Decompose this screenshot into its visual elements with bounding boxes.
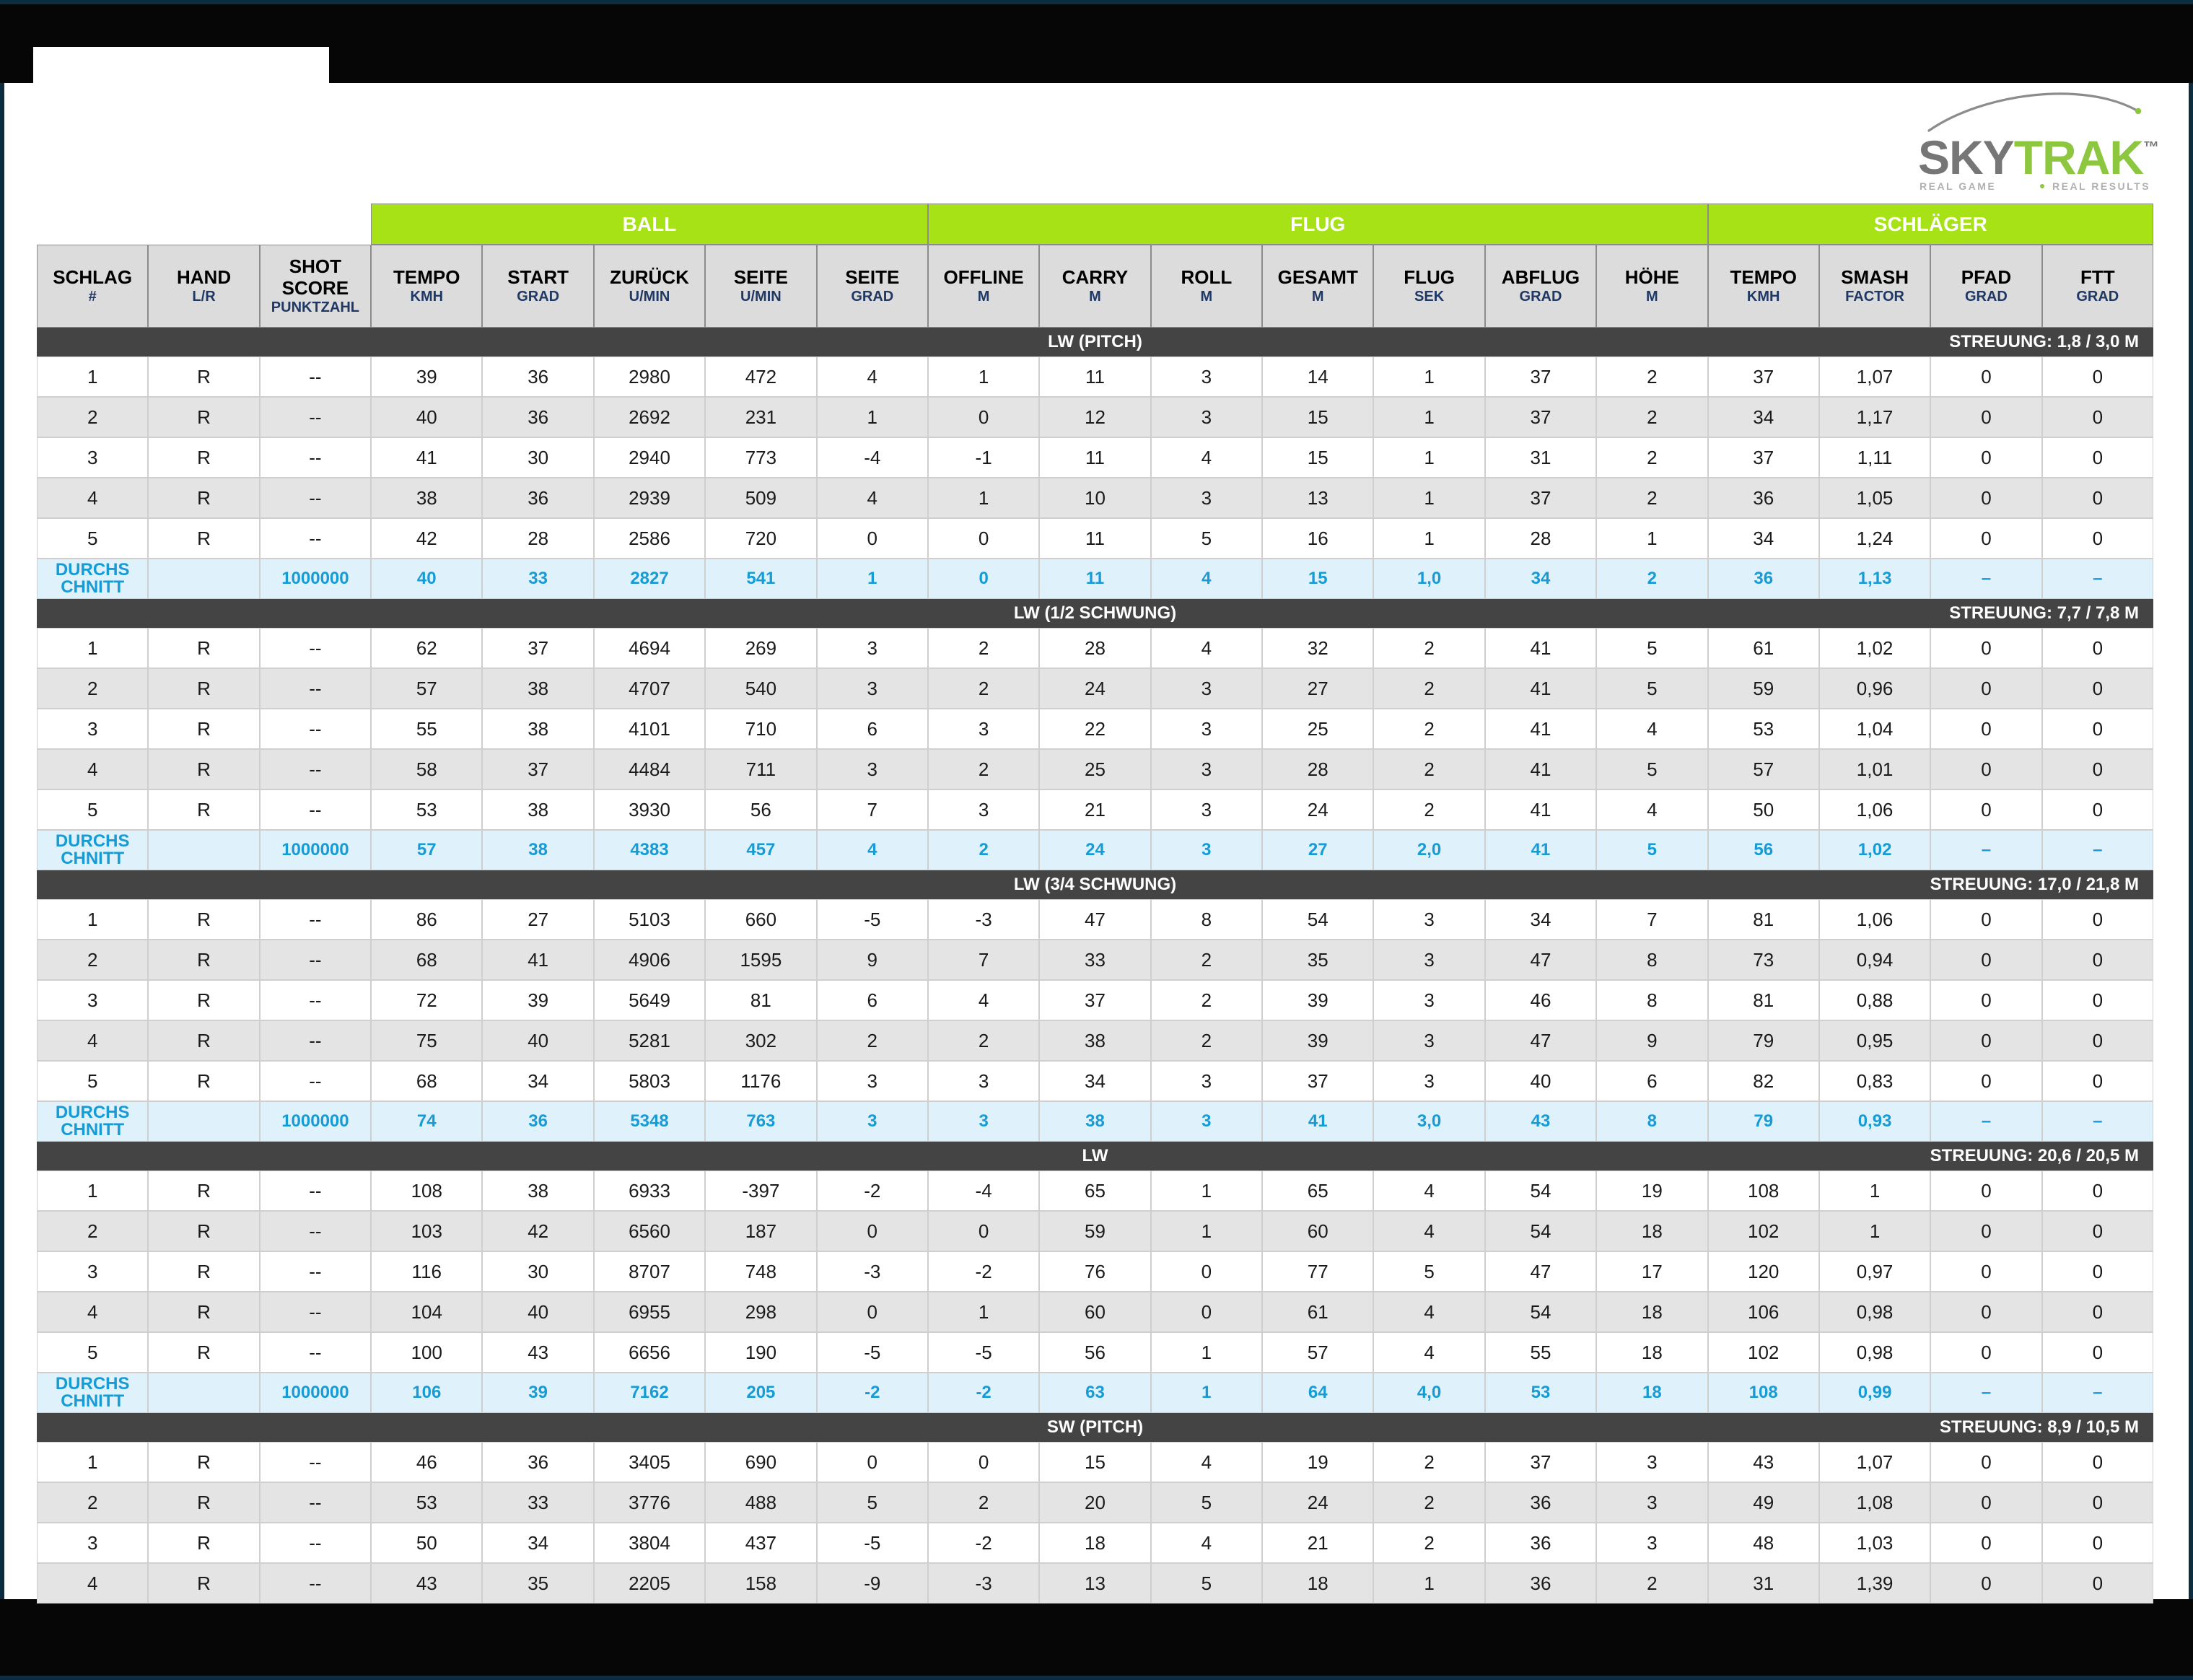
svg-text:SKYTRAK™: SKYTRAK™: [1918, 131, 2158, 184]
svg-text:REAL GAME: REAL GAME: [1920, 180, 1996, 192]
svg-text:REAL RESULTS: REAL RESULTS: [2052, 180, 2150, 192]
